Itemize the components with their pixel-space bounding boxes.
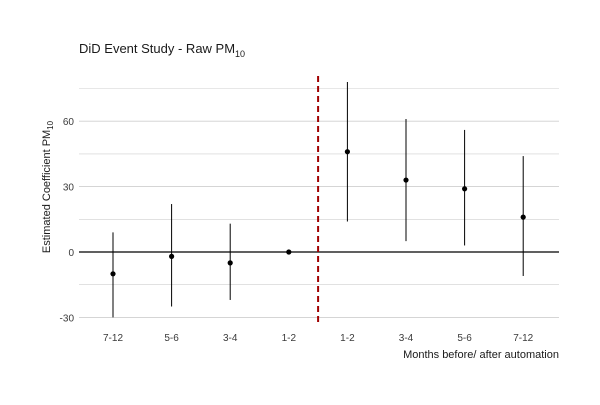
x-tick-label: 3-4 bbox=[399, 333, 414, 344]
coefficient-point bbox=[227, 260, 233, 266]
coefficient-point bbox=[344, 149, 350, 155]
x-tick-label: 1-2 bbox=[340, 333, 355, 344]
x-tick-label: 5-6 bbox=[457, 333, 472, 344]
x-tick-label: 7-12 bbox=[513, 333, 533, 344]
chart-title: DiD Event Study - Raw PM10 bbox=[79, 41, 245, 59]
axis-layer: -30 0 30 60 7-12 5-6 3-4 1-2 1-2 3-4 5-6 7-12 bbox=[60, 117, 534, 344]
y-axis-label: Estimated Coefficient PM10 bbox=[41, 120, 55, 253]
x-axis-label: Months before/ after automation bbox=[403, 349, 559, 361]
x-tick-label: 3-4 bbox=[223, 333, 238, 344]
x-tick-label: 7-12 bbox=[103, 333, 123, 344]
coefficient-point bbox=[110, 271, 116, 277]
x-tick-label: 5-6 bbox=[164, 333, 179, 344]
coefficient-point bbox=[169, 253, 175, 259]
x-tick-label: 1-2 bbox=[282, 333, 297, 344]
y-tick-label: 30 bbox=[63, 183, 75, 194]
y-tick-label: 0 bbox=[68, 248, 74, 259]
grid-layer bbox=[79, 88, 559, 318]
y-tick-label: 60 bbox=[63, 117, 75, 128]
y-axis-label-main: Estimated Coefficient PM bbox=[41, 130, 53, 253]
chart-title-subscript: 10 bbox=[235, 49, 245, 59]
coefficient-point bbox=[520, 214, 526, 220]
coefficient-point bbox=[286, 249, 292, 255]
y-axis-label-subscript: 10 bbox=[46, 120, 55, 129]
chart-title-main: DiD Event Study - Raw PM bbox=[79, 41, 235, 56]
y-tick-label: -30 bbox=[60, 313, 75, 324]
coefficient-point bbox=[462, 186, 468, 192]
marks-layer bbox=[110, 76, 526, 326]
coefficient-point bbox=[403, 177, 409, 183]
